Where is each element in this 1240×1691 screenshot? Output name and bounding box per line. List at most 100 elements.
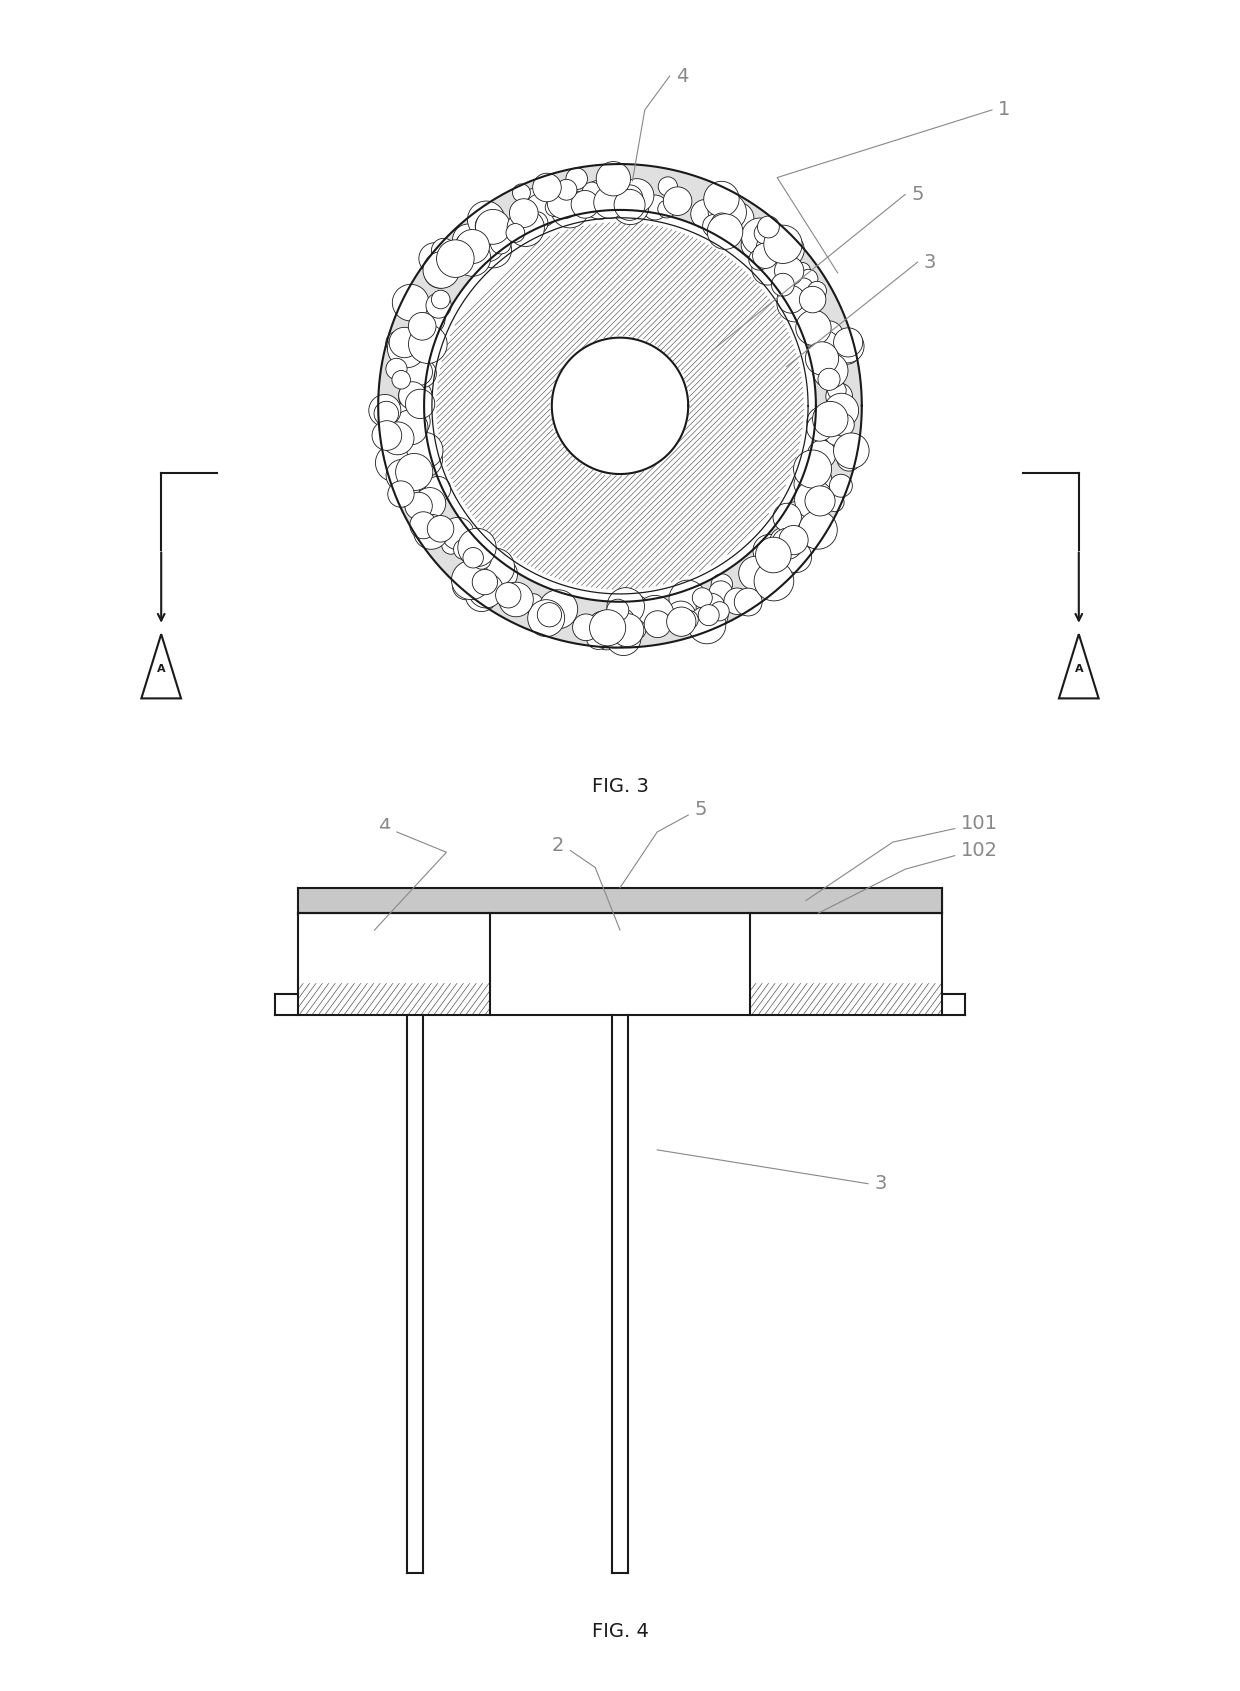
Ellipse shape bbox=[343, 923, 366, 945]
Ellipse shape bbox=[611, 188, 649, 225]
Ellipse shape bbox=[722, 203, 754, 235]
Ellipse shape bbox=[703, 215, 725, 237]
Ellipse shape bbox=[537, 605, 556, 626]
Ellipse shape bbox=[546, 198, 563, 216]
Ellipse shape bbox=[753, 556, 786, 588]
Ellipse shape bbox=[787, 923, 816, 954]
Ellipse shape bbox=[789, 952, 811, 974]
Ellipse shape bbox=[459, 940, 480, 962]
Ellipse shape bbox=[779, 526, 808, 555]
Ellipse shape bbox=[749, 937, 774, 960]
Ellipse shape bbox=[827, 380, 846, 399]
Ellipse shape bbox=[491, 233, 511, 254]
Ellipse shape bbox=[781, 937, 806, 960]
Ellipse shape bbox=[694, 599, 728, 632]
Ellipse shape bbox=[523, 211, 541, 230]
Ellipse shape bbox=[754, 223, 775, 244]
Ellipse shape bbox=[777, 286, 805, 313]
Ellipse shape bbox=[880, 908, 908, 935]
Ellipse shape bbox=[456, 928, 486, 959]
Ellipse shape bbox=[405, 389, 435, 419]
Ellipse shape bbox=[348, 925, 366, 942]
Ellipse shape bbox=[642, 194, 667, 220]
Ellipse shape bbox=[511, 205, 534, 227]
Ellipse shape bbox=[606, 588, 645, 626]
Ellipse shape bbox=[734, 588, 763, 616]
Ellipse shape bbox=[663, 188, 692, 215]
Polygon shape bbox=[1059, 634, 1099, 698]
Ellipse shape bbox=[451, 560, 491, 600]
Ellipse shape bbox=[408, 325, 448, 364]
Ellipse shape bbox=[818, 369, 839, 391]
Ellipse shape bbox=[619, 189, 647, 218]
Ellipse shape bbox=[346, 952, 366, 971]
Ellipse shape bbox=[606, 599, 629, 621]
Ellipse shape bbox=[807, 408, 837, 438]
Ellipse shape bbox=[790, 945, 807, 962]
Ellipse shape bbox=[427, 293, 451, 318]
Ellipse shape bbox=[295, 922, 324, 949]
Ellipse shape bbox=[458, 528, 496, 566]
Ellipse shape bbox=[753, 534, 785, 566]
Ellipse shape bbox=[843, 915, 868, 939]
Ellipse shape bbox=[709, 582, 733, 604]
Ellipse shape bbox=[810, 408, 842, 441]
Ellipse shape bbox=[472, 570, 497, 595]
Ellipse shape bbox=[812, 353, 848, 389]
Ellipse shape bbox=[754, 957, 774, 977]
Ellipse shape bbox=[399, 382, 427, 409]
Ellipse shape bbox=[704, 181, 739, 216]
Ellipse shape bbox=[760, 917, 784, 940]
Ellipse shape bbox=[826, 911, 854, 940]
Ellipse shape bbox=[822, 406, 847, 431]
Text: 4: 4 bbox=[378, 817, 391, 837]
Ellipse shape bbox=[711, 602, 729, 621]
Text: FIG. 4: FIG. 4 bbox=[591, 1622, 649, 1642]
Ellipse shape bbox=[528, 600, 564, 636]
Ellipse shape bbox=[475, 210, 511, 244]
Ellipse shape bbox=[392, 347, 417, 370]
Ellipse shape bbox=[572, 191, 599, 218]
Ellipse shape bbox=[537, 602, 562, 627]
Ellipse shape bbox=[594, 186, 626, 218]
Ellipse shape bbox=[799, 511, 837, 550]
Ellipse shape bbox=[791, 927, 808, 942]
Ellipse shape bbox=[525, 193, 558, 227]
Ellipse shape bbox=[419, 944, 450, 974]
Ellipse shape bbox=[893, 960, 910, 979]
Ellipse shape bbox=[388, 416, 407, 435]
Ellipse shape bbox=[453, 237, 487, 272]
Ellipse shape bbox=[611, 614, 644, 646]
Ellipse shape bbox=[657, 200, 676, 218]
Ellipse shape bbox=[361, 913, 377, 928]
Ellipse shape bbox=[469, 573, 503, 609]
Ellipse shape bbox=[455, 232, 486, 262]
Ellipse shape bbox=[755, 538, 791, 573]
Ellipse shape bbox=[449, 928, 469, 949]
Ellipse shape bbox=[472, 550, 491, 570]
Text: 5: 5 bbox=[694, 800, 707, 820]
Ellipse shape bbox=[832, 413, 854, 436]
Ellipse shape bbox=[903, 959, 924, 981]
Ellipse shape bbox=[795, 480, 833, 519]
Ellipse shape bbox=[779, 502, 811, 534]
Ellipse shape bbox=[373, 947, 391, 966]
Ellipse shape bbox=[414, 487, 445, 519]
Ellipse shape bbox=[522, 188, 552, 216]
Text: A: A bbox=[1075, 665, 1083, 675]
Ellipse shape bbox=[407, 433, 443, 468]
Ellipse shape bbox=[770, 233, 805, 267]
Ellipse shape bbox=[475, 213, 501, 238]
Ellipse shape bbox=[711, 213, 733, 235]
Ellipse shape bbox=[774, 506, 799, 531]
Ellipse shape bbox=[790, 526, 815, 550]
Ellipse shape bbox=[401, 950, 418, 967]
Ellipse shape bbox=[686, 592, 706, 612]
Ellipse shape bbox=[398, 428, 415, 445]
Ellipse shape bbox=[387, 957, 415, 986]
Ellipse shape bbox=[583, 183, 601, 201]
Ellipse shape bbox=[398, 406, 430, 438]
Text: FIG. 3: FIG. 3 bbox=[591, 776, 649, 796]
Ellipse shape bbox=[712, 191, 737, 216]
Ellipse shape bbox=[835, 338, 861, 364]
